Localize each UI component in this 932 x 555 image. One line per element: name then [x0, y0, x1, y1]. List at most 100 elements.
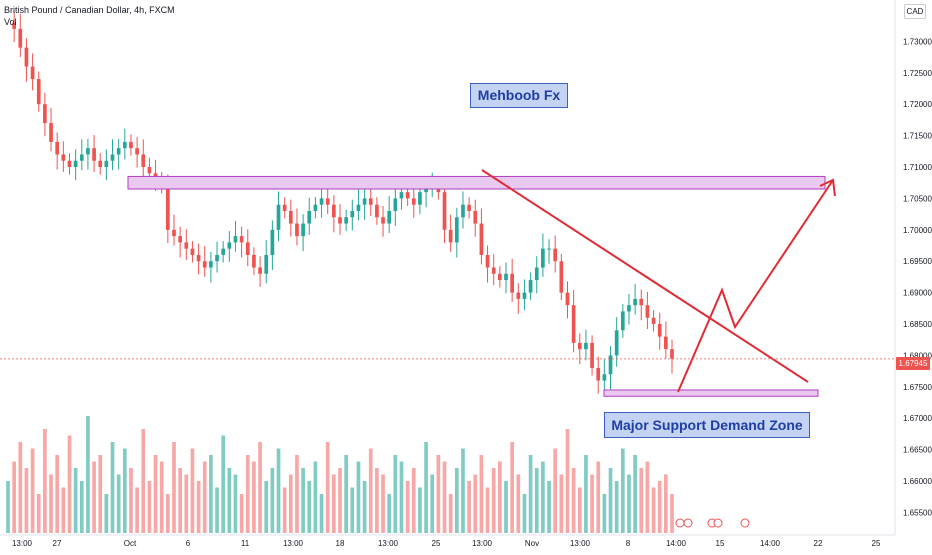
candle-body — [541, 248, 545, 268]
candle-body — [110, 154, 115, 161]
y-tick-label: 1.71500 — [903, 132, 932, 141]
trendline — [481, 169, 809, 383]
volume-bar — [319, 494, 324, 533]
x-tick-label: 15 — [716, 539, 725, 548]
candle-body — [338, 217, 342, 224]
candle-body — [387, 210, 392, 224]
y-tick-label: 1.67500 — [903, 383, 932, 392]
volume-bar — [24, 468, 29, 533]
volume-bar — [504, 481, 508, 533]
volume-bar — [559, 474, 564, 533]
candle-body — [393, 198, 398, 211]
volume-bar — [55, 455, 60, 533]
candle-body — [633, 298, 637, 306]
volume-bar — [153, 455, 158, 533]
candle-body — [356, 204, 361, 211]
event-marker — [713, 518, 723, 528]
candle-body — [516, 292, 521, 299]
volume-bar — [522, 494, 527, 533]
y-tick-label: 1.72500 — [903, 69, 932, 78]
volume-bar — [116, 474, 121, 533]
y-tick-label: 1.70500 — [903, 194, 932, 203]
volume-bar — [614, 481, 619, 533]
candle-body — [258, 267, 262, 274]
volume-bar — [98, 455, 103, 533]
event-marker — [675, 518, 685, 528]
volume-bar — [252, 461, 256, 533]
volume-bar — [510, 442, 514, 533]
zone-layer — [127, 175, 826, 397]
volume-bar — [411, 468, 416, 533]
candle-body — [602, 374, 607, 381]
volume-bar — [387, 494, 392, 533]
candle-body — [61, 154, 66, 161]
candle-layer — [12, 11, 674, 394]
event-marker — [740, 518, 750, 528]
volume-bar — [424, 442, 428, 533]
candle-body — [510, 273, 514, 293]
volume-bar — [590, 474, 594, 533]
candle-body — [577, 342, 582, 350]
candle-body — [405, 192, 410, 199]
candle-body — [319, 198, 324, 205]
volume-bar — [239, 494, 244, 533]
candle-body — [196, 254, 201, 262]
candle-body — [18, 28, 23, 48]
candle-body — [473, 210, 478, 224]
volume-bar — [356, 461, 361, 533]
resistance-zone — [127, 175, 826, 190]
candle-body — [92, 148, 96, 161]
volume-bar — [547, 481, 551, 533]
candle-body — [116, 148, 121, 155]
volume-bar — [129, 468, 133, 533]
volume-bar — [498, 461, 502, 533]
candle-body — [252, 254, 256, 268]
candle-body — [657, 324, 662, 337]
arrow-head — [819, 178, 836, 197]
y-tick-label: 1.69000 — [903, 289, 932, 298]
candle-body — [221, 248, 226, 255]
volume-bar — [399, 461, 404, 533]
volume-bar — [350, 487, 355, 533]
candle-body — [55, 141, 60, 155]
candle-body — [461, 204, 465, 218]
candle-body — [584, 342, 588, 350]
volume-bar — [122, 448, 127, 533]
candle-body — [399, 192, 404, 199]
candle-body — [504, 273, 508, 281]
event-marker — [683, 518, 693, 528]
candle-body — [596, 367, 601, 381]
y-tick-label: 1.73000 — [903, 37, 932, 46]
candle-body — [295, 223, 299, 237]
candle-body — [135, 148, 139, 155]
volume-bar — [534, 468, 539, 533]
x-tick-label: 18 — [336, 539, 345, 548]
volume-bar — [664, 474, 668, 533]
volume-bar — [104, 494, 109, 533]
candle-body — [239, 236, 244, 243]
candle-body — [122, 141, 127, 149]
y-tick-label: 1.66000 — [903, 477, 932, 486]
currency-badge[interactable]: CAD — [904, 4, 926, 19]
candle-body — [498, 273, 502, 281]
candle-body — [36, 79, 41, 105]
candle-body — [73, 160, 78, 168]
x-tick-label: Nov — [525, 539, 539, 548]
volume-bar — [479, 455, 484, 533]
x-tick-label: 25 — [872, 539, 881, 548]
candle-body — [553, 248, 558, 262]
volume-bar — [86, 416, 90, 533]
volume-bar — [92, 461, 96, 533]
volume-bar — [325, 442, 330, 533]
volume-bar — [227, 468, 232, 533]
candle-body — [651, 317, 656, 325]
y-tick-label: 1.67000 — [903, 414, 932, 423]
volume-bar — [473, 474, 478, 533]
candle-body — [362, 198, 367, 205]
volume-bar — [178, 468, 182, 533]
volume-bar — [553, 448, 558, 533]
volume-bar — [307, 481, 312, 533]
volume-bar — [362, 481, 367, 533]
volume-bar — [295, 455, 299, 533]
